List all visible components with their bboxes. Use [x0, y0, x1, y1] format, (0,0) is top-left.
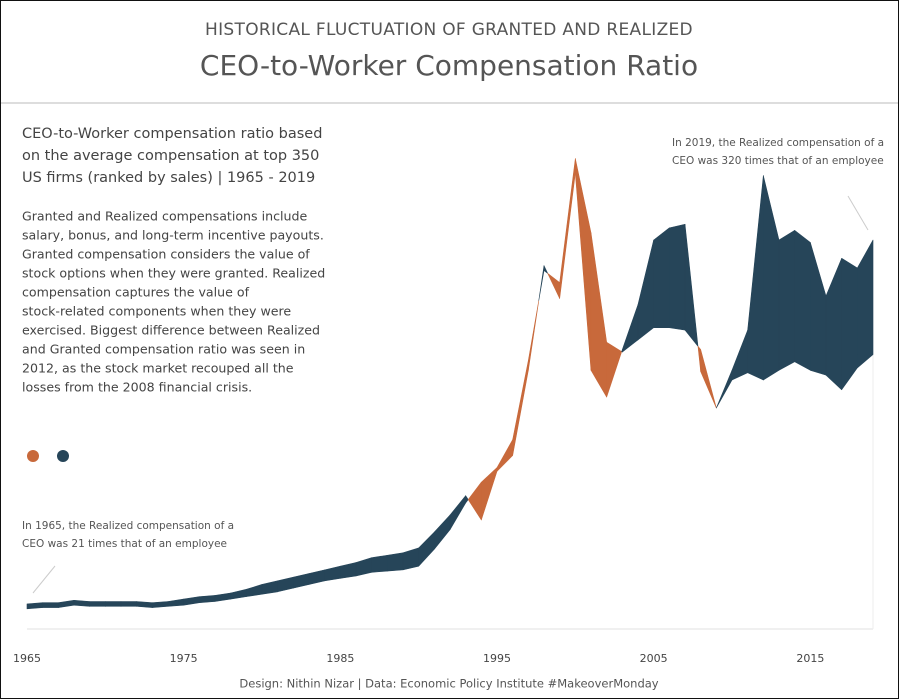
title-top: HISTORICAL FLUCTUATION OF GRANTED AND RE… — [205, 20, 693, 40]
description-lines: stock-related components when they were — [22, 304, 291, 319]
x-tick-label: 1965 — [13, 652, 41, 665]
description-lines: stock options when they were granted. Re… — [22, 266, 325, 281]
area-segment — [794, 230, 811, 371]
description-lines: Granted and Realized compensations inclu… — [22, 209, 307, 224]
description-lines: salary, bonus, and long-term incentive p… — [22, 228, 324, 243]
area-segment — [73, 599, 90, 607]
description-lines: exercised. Biggest difference between Re… — [22, 323, 320, 338]
area-segment — [105, 601, 122, 607]
area-segment — [152, 601, 169, 608]
chart-title: CEO-to-Worker Compensation Ratio — [200, 49, 698, 82]
area-segment — [778, 230, 795, 371]
annotation-end-lines: In 2019, the Realized compensation of a — [672, 137, 884, 149]
area-segment — [371, 554, 388, 573]
annotation-end-lines: CEO was 320 times that of an employee — [672, 155, 884, 167]
area-segment — [387, 552, 404, 572]
subtitle-lines: CEO-to-Worker compensation ratio based — [22, 126, 322, 142]
area-segment — [26, 602, 43, 610]
x-tick-label: 2005 — [640, 652, 668, 665]
area-segment — [528, 300, 540, 371]
area-segment — [841, 258, 858, 391]
leader-line — [847, 195, 869, 231]
x-tick-label: 2015 — [796, 652, 824, 665]
area-segment — [700, 349, 717, 409]
area-segment — [684, 223, 699, 347]
area-segment — [857, 239, 874, 369]
legend-dot — [57, 450, 69, 462]
annotation-start-lines: In 1965, the Realized compensation of a — [22, 520, 234, 532]
x-tick-label: 1995 — [483, 652, 511, 665]
area-segment — [42, 602, 59, 608]
area-segment — [136, 601, 153, 608]
x-tick-label: 1985 — [326, 652, 354, 665]
description-lines: compensation captures the value of — [22, 285, 250, 300]
area-segment — [543, 265, 548, 274]
description-lines: 2012, as the stock market recouped all t… — [22, 361, 294, 376]
description-lines: Granted compensation considers the value… — [22, 247, 310, 262]
subtitle-lines: US firms (ranked by sales) | 1965 - 2019 — [22, 170, 315, 186]
area-segment — [89, 601, 106, 607]
annotation-start-lines: CEO was 21 times that of an employee — [22, 538, 227, 550]
description-lines: losses from the 2008 financial crisis. — [22, 380, 252, 395]
legend-dot — [27, 450, 39, 462]
area-segment — [199, 595, 216, 604]
area-segment — [465, 495, 469, 504]
description-lines: and Granted compensation ratio was seen … — [22, 342, 305, 357]
subtitle-lines: on the average compensation at top 350 — [22, 148, 319, 164]
area-segment — [669, 223, 686, 331]
area-segment — [606, 341, 622, 398]
area-segment — [653, 227, 670, 328]
footer: Design: Nithin Nizar | Data: Economic Po… — [239, 677, 658, 691]
area-segment — [120, 601, 137, 607]
leader-line — [32, 565, 56, 594]
x-tick-label: 1975 — [170, 652, 198, 665]
